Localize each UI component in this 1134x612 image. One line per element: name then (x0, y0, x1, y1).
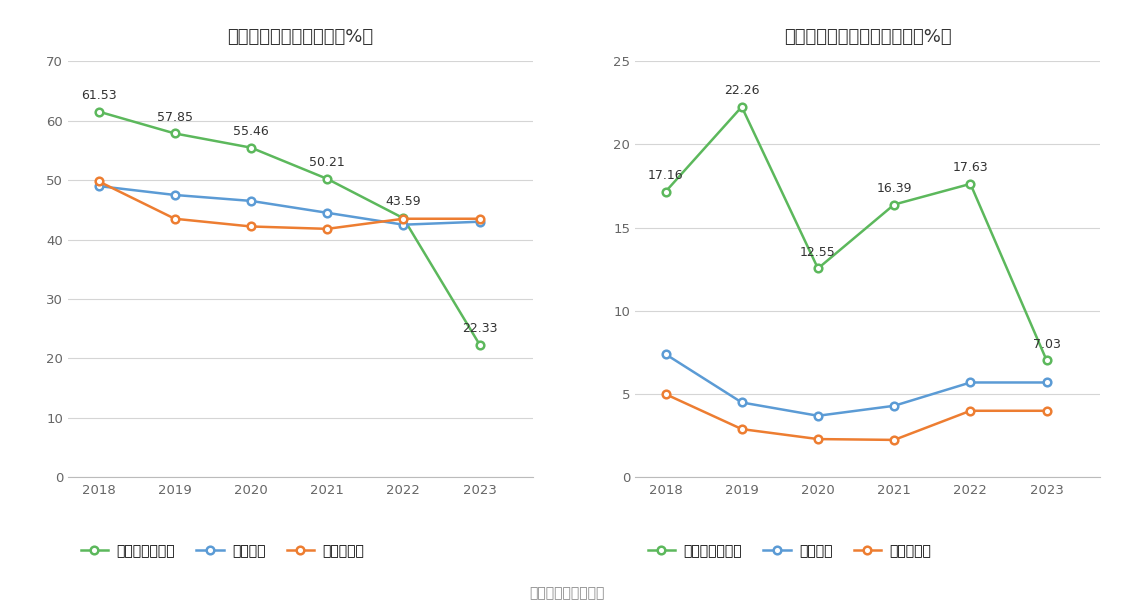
Text: 43.59: 43.59 (386, 195, 421, 209)
Title: 近年来资产负债率情况（%）: 近年来资产负债率情况（%） (228, 28, 373, 46)
Text: 22.26: 22.26 (723, 84, 760, 97)
Text: 57.85: 57.85 (156, 111, 193, 124)
Text: 17.63: 17.63 (953, 161, 988, 174)
Text: 12.55: 12.55 (801, 246, 836, 259)
Legend: 有息资产负债率, 行业均值, 行业中位数: 有息资产负债率, 行业均值, 行业中位数 (642, 539, 937, 564)
Text: 17.16: 17.16 (648, 169, 684, 182)
Text: 数据来源：恒生聚源: 数据来源：恒生聚源 (530, 586, 604, 600)
Legend: 公司资产负债率, 行业均值, 行业中位数: 公司资产负债率, 行业均值, 行业中位数 (75, 539, 370, 564)
Text: 16.39: 16.39 (877, 182, 912, 195)
Text: 55.46: 55.46 (234, 125, 269, 138)
Text: 61.53: 61.53 (81, 89, 117, 102)
Title: 近年来有息资产负债率情况（%）: 近年来有息资产负债率情况（%） (784, 28, 951, 46)
Text: 7.03: 7.03 (1033, 338, 1060, 351)
Text: 22.33: 22.33 (462, 322, 498, 335)
Text: 50.21: 50.21 (310, 156, 345, 169)
